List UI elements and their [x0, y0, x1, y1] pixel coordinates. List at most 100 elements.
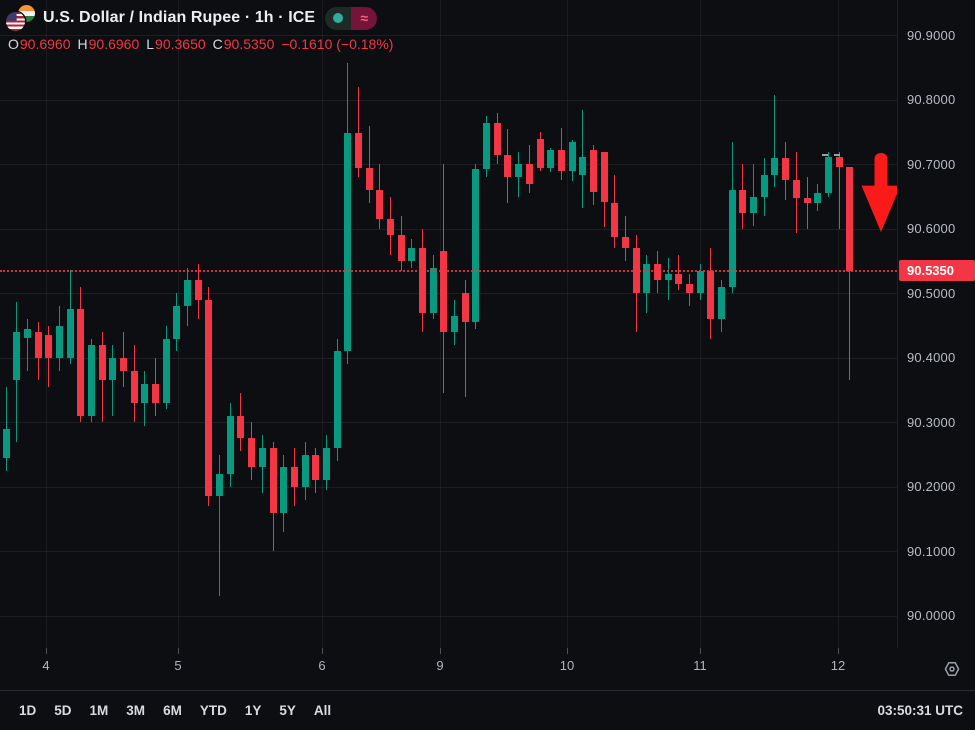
candle-body: [675, 274, 683, 284]
candle-body: [600, 152, 608, 203]
candle-body: [290, 467, 298, 487]
ohlc-readout: O 90.6960 H 90.6960 L 90.3650 C 90.5350 −0.1…: [8, 36, 393, 52]
candle-body: [568, 141, 576, 171]
candle-body: [45, 335, 53, 358]
candle-body: [461, 293, 469, 323]
range-button-1y[interactable]: 1Y: [236, 698, 271, 723]
candle-body: [376, 190, 384, 220]
candle-body: [525, 164, 533, 184]
candle-body: [248, 438, 256, 468]
candle-body: [771, 157, 779, 175]
candle-body: [333, 351, 341, 449]
candle-body: [322, 448, 330, 481]
candle-body: [547, 150, 555, 168]
candle-wick: [357, 87, 359, 178]
utc-clock: 03:50:31 UTC: [877, 703, 963, 718]
x-axis-tick: [178, 648, 179, 654]
candle-body: [34, 332, 42, 358]
candle-body: [55, 325, 63, 358]
candle-body: [696, 270, 704, 294]
candle-body: [440, 251, 448, 333]
candle-body: [557, 150, 565, 171]
candle-wick: [219, 454, 221, 597]
range-buttons: 1D 5D 1M 3M 6M YTD 1Y 5Y All: [10, 698, 340, 723]
candle-body: [408, 248, 416, 262]
candle-body: [750, 196, 758, 213]
candle-body: [162, 338, 170, 403]
candle-body: [280, 467, 288, 513]
range-button-6m[interactable]: 6M: [154, 698, 191, 723]
range-button-3m[interactable]: 3M: [117, 698, 154, 723]
candlestick-plot[interactable]: [0, 0, 897, 648]
candle-body: [23, 328, 31, 339]
x-axis-label: 12: [830, 658, 846, 673]
candle-body: [98, 344, 106, 381]
candle-body: [621, 237, 629, 249]
usd-inr-flags-icon: [6, 5, 35, 31]
range-button-5y[interactable]: 5Y: [270, 698, 305, 723]
range-button-5d[interactable]: 5D: [45, 698, 80, 723]
candle-body: [87, 344, 95, 416]
last-price-badge: 90.5350: [899, 260, 975, 282]
candle-body: [184, 280, 192, 307]
candle-wick: [26, 319, 28, 371]
close-value: 90.5350: [223, 36, 275, 52]
axis-settings-button[interactable]: [939, 656, 965, 682]
candle-body: [536, 138, 544, 168]
candle-body: [237, 415, 245, 439]
x-axis-tick: [322, 648, 323, 654]
candle-body: [119, 357, 127, 371]
candle-wick: [112, 344, 114, 416]
candle-body: [66, 308, 74, 358]
candle-body: [365, 167, 373, 191]
candle-body: [109, 357, 117, 381]
candle-body: [824, 156, 832, 194]
symbol-title[interactable]: U.S. Dollar / Indian Rupee · 1h · ICE: [43, 9, 316, 26]
price-axis[interactable]: 90.5350 90.9000 90.8000 90.7000 90.6000 90.5…: [897, 0, 975, 648]
y-axis-label: 90.5000: [907, 285, 956, 301]
range-button-all[interactable]: All: [305, 698, 340, 723]
y-axis-label: 90.0000: [907, 608, 956, 624]
grid-line-horizontal: [0, 486, 897, 488]
range-button-1d[interactable]: 1D: [10, 698, 45, 723]
grid-line-horizontal: [0, 551, 897, 553]
grid-line-horizontal: [0, 228, 897, 230]
candle-body: [258, 448, 266, 468]
market-status-dot-icon: [333, 13, 344, 23]
candle-body: [803, 197, 811, 204]
market-open-segment: [325, 6, 352, 30]
candle-body: [226, 415, 234, 474]
candle-wick: [464, 280, 466, 397]
us-flag-icon: [6, 12, 25, 31]
y-axis-label: 90.7000: [907, 156, 956, 172]
range-button-ytd[interactable]: YTD: [191, 698, 236, 723]
candle-wick: [806, 177, 808, 229]
candle-body: [152, 383, 160, 403]
y-axis-label: 90.2000: [907, 479, 956, 495]
candle-body: [493, 122, 501, 155]
candle-body: [707, 270, 715, 320]
candle-wick: [774, 95, 776, 187]
candle-body: [483, 122, 491, 169]
market-status-pill[interactable]: ≈: [325, 6, 378, 30]
candle-body: [515, 164, 523, 178]
grid-line-horizontal: [0, 35, 897, 37]
candle-body: [664, 274, 672, 281]
candle-body: [301, 454, 309, 487]
candle-body: [344, 133, 352, 352]
open-value: 90.6960: [19, 36, 71, 52]
y-axis-label: 90.9000: [907, 27, 956, 43]
candle-body: [397, 235, 405, 262]
down-arrow-drawing[interactable]: [859, 152, 897, 234]
low-value: 90.3650: [155, 36, 206, 52]
grid-line-vertical: [322, 0, 323, 648]
range-button-1m[interactable]: 1M: [81, 698, 118, 723]
y-axis-label: 90.6000: [907, 221, 956, 237]
x-axis-tick: [700, 648, 701, 654]
grid-line-horizontal: [0, 422, 897, 424]
candle-body: [312, 454, 320, 481]
grid-line-vertical: [46, 0, 47, 648]
time-axis[interactable]: 4 5 6 9 10 11 12: [0, 648, 975, 690]
x-axis-label: 4: [42, 658, 50, 673]
grid-line-vertical: [567, 0, 568, 648]
